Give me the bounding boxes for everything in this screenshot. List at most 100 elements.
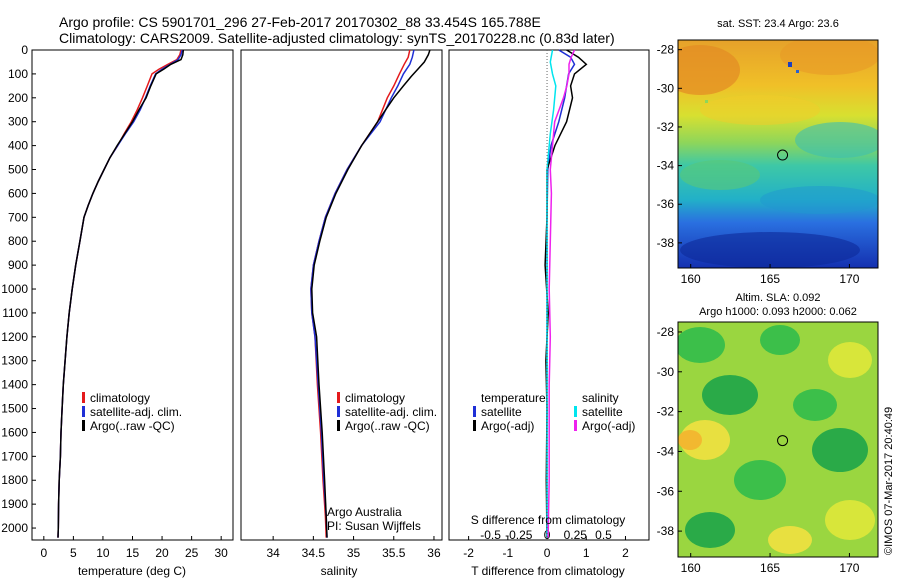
legend-swatch-t-satellite bbox=[473, 406, 476, 417]
imos-timestamp: ©IMOS 07-Mar-2017 20:40:49 bbox=[883, 407, 895, 555]
depth-tick-label: 300 bbox=[8, 115, 28, 129]
s-difference-xlabel: S difference from climatology bbox=[471, 513, 626, 527]
temperature-tick-label: 15 bbox=[126, 546, 140, 560]
legend-swatch-climatology bbox=[82, 392, 85, 403]
legend-title-temperature: temperature bbox=[481, 391, 546, 405]
depth-tick-label: 600 bbox=[8, 186, 28, 200]
depth-tick-label: 1900 bbox=[1, 497, 28, 511]
profile-line-argo-raw-qc bbox=[57, 49, 185, 538]
sla-map-title: Altim. SLA: 0.092 bbox=[736, 292, 821, 304]
depth-tick-label: 1300 bbox=[1, 354, 28, 368]
salinity-axis-ticks: 34 34.5 35 35.5 36 bbox=[266, 536, 441, 560]
latitude-tick-label: -28 bbox=[657, 325, 675, 339]
profile-line-argo-raw-qc bbox=[311, 49, 431, 538]
depth-tick-label: 800 bbox=[8, 234, 28, 248]
salinity-tick-label: 35.5 bbox=[382, 546, 406, 560]
salinity-tick-label: 34 bbox=[266, 546, 280, 560]
t-difference-tick-label: 1 bbox=[583, 546, 590, 560]
latitude-tick-label: -34 bbox=[657, 159, 675, 173]
legend-label-climatology: climatology bbox=[345, 391, 405, 405]
legend-swatch-s-satellite bbox=[574, 406, 577, 417]
sla-map-frame bbox=[677, 321, 879, 558]
argo-location-marker bbox=[777, 435, 789, 447]
temperature-panel: 0100200300400500600700800900100011001200… bbox=[1, 43, 234, 578]
latitude-tick-label: -38 bbox=[657, 236, 675, 250]
legend-label-s-satellite: satellite bbox=[582, 405, 623, 419]
longitude-tick-label: 165 bbox=[760, 561, 780, 575]
legend-swatch-satellite bbox=[337, 406, 340, 417]
legend-swatch-climatology bbox=[337, 392, 340, 403]
legend-title-salinity: salinity bbox=[582, 391, 619, 405]
sla-map-ticks: 160 165 170 -28 -30 -32 -34 -36 -38 bbox=[657, 325, 860, 575]
sst-map-image bbox=[678, 40, 878, 268]
temperature-legend: climatology satellite-adj. clim. Argo(..… bbox=[82, 391, 182, 433]
salinity-legend: climatology satellite-adj. clim. Argo(..… bbox=[337, 391, 437, 433]
depth-tick-label: 0 bbox=[21, 43, 28, 57]
latitude-tick-label: -30 bbox=[657, 365, 675, 379]
temperature-tick-label: 30 bbox=[214, 546, 228, 560]
latitude-tick-label: -32 bbox=[657, 120, 675, 134]
profile-line-satellite-adj-clim bbox=[310, 49, 415, 538]
s-difference-tick-label: 0.5 bbox=[595, 528, 612, 542]
depth-tick-label: 1700 bbox=[1, 449, 28, 463]
legend-swatch-argo bbox=[337, 420, 340, 431]
latitude-tick-label: -28 bbox=[657, 43, 675, 57]
depth-tick-label: 200 bbox=[8, 91, 28, 105]
temperature-profile-lines bbox=[57, 49, 185, 538]
depth-tick-label: 1400 bbox=[1, 378, 28, 392]
t-difference-tick-label: -1 bbox=[502, 546, 513, 560]
depth-tick-label: 1000 bbox=[1, 282, 28, 296]
sst-map-ticks: 160 165 170 -28 -30 -32 -34 -36 -38 bbox=[657, 43, 860, 286]
longitude-tick-label: 160 bbox=[681, 561, 701, 575]
depth-tick-label: 100 bbox=[8, 67, 28, 81]
latitude-tick-label: -34 bbox=[657, 444, 675, 458]
t-difference-xlabel: T difference from climatology bbox=[471, 564, 625, 578]
salinity-tick-label: 34.5 bbox=[302, 546, 326, 560]
latitude-tick-label: -32 bbox=[657, 405, 675, 419]
temperature-plot-frame bbox=[31, 49, 234, 541]
latitude-tick-label: -30 bbox=[657, 81, 675, 95]
legend-swatch-satellite bbox=[82, 406, 85, 417]
legend-swatch-t-argo bbox=[473, 420, 476, 431]
latitude-tick-label: -36 bbox=[657, 197, 675, 211]
legend-swatch-s-argo bbox=[574, 420, 577, 431]
depth-tick-label: 1200 bbox=[1, 330, 28, 344]
longitude-tick-label: 160 bbox=[681, 272, 701, 286]
difference-profile-lines bbox=[544, 49, 588, 540]
legend-label-satellite: satellite-adj. clim. bbox=[345, 405, 437, 419]
profile-line-s-satellite bbox=[546, 49, 557, 538]
depth-tick-label: 2000 bbox=[1, 521, 28, 535]
longitude-tick-label: 170 bbox=[839, 561, 859, 575]
s-difference-tick-label: 0.25 bbox=[564, 528, 588, 542]
legend-label-climatology: climatology bbox=[90, 391, 150, 405]
s-difference-tick-label: -0.5 bbox=[480, 528, 501, 542]
depth-tick-label: 500 bbox=[8, 163, 28, 177]
longitude-tick-label: 165 bbox=[760, 272, 780, 286]
legend-label-argo: Argo(..raw -QC) bbox=[345, 419, 430, 433]
t-difference-tick-label: -2 bbox=[463, 546, 474, 560]
profile-line-s-argo-adj bbox=[547, 49, 576, 538]
depth-tick-label: 1100 bbox=[2, 306, 28, 320]
header-line-1: Argo profile: CS 5901701_296 27-Feb-2017… bbox=[59, 14, 541, 30]
depth-tick-label: 400 bbox=[8, 139, 28, 153]
legend-label-s-argo: Argo(-adj) bbox=[582, 419, 635, 433]
t-difference-axis-ticks: -2 -1 0 1 2 bbox=[463, 536, 629, 560]
legend-label-t-argo: Argo(-adj) bbox=[481, 419, 534, 433]
depth-tick-label: 1500 bbox=[1, 402, 28, 416]
salinity-plot-frame bbox=[240, 49, 443, 541]
longitude-tick-label: 170 bbox=[839, 272, 859, 286]
depth-tick-label: 1800 bbox=[1, 473, 28, 487]
legend-label-t-satellite: satellite bbox=[481, 405, 522, 419]
t-difference-tick-label: 2 bbox=[622, 546, 629, 560]
legend-swatch-argo bbox=[82, 420, 85, 431]
salinity-panel: 34 34.5 35 35.5 36 climatology satellite-adj… bbox=[240, 49, 443, 578]
t-difference-tick-label: 0 bbox=[544, 546, 551, 560]
sla-map-image bbox=[678, 322, 878, 557]
attribution-line-1: Argo Australia bbox=[327, 505, 402, 519]
legend-label-argo: Argo(..raw -QC) bbox=[90, 419, 175, 433]
salinity-profile-lines bbox=[310, 49, 431, 538]
temperature-tick-label: 5 bbox=[70, 546, 77, 560]
depth-tick-label: 700 bbox=[8, 210, 28, 224]
attribution-line-2: PI: Susan Wijffels bbox=[327, 519, 421, 533]
